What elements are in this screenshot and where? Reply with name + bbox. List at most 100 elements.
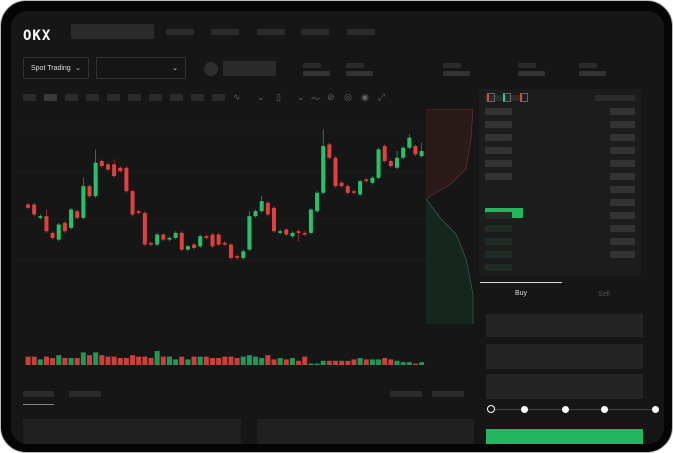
orderbook-price [485, 108, 512, 115]
candle [124, 166, 129, 193]
volume-bar [357, 358, 363, 365]
slider-stop-25[interactable] [521, 406, 528, 413]
tab-buy[interactable]: Buy [514, 290, 528, 297]
volume-bar [351, 359, 357, 365]
candle [81, 177, 86, 220]
tab-open-orders[interactable] [23, 391, 54, 397]
depth-chart [426, 109, 474, 324]
timeframe-button[interactable] [44, 94, 57, 101]
orderbook-price [485, 225, 512, 232]
pair-dropdown[interactable]: ⌄ [96, 57, 186, 79]
tab-order-history[interactable] [69, 391, 101, 397]
orderbook-size [610, 251, 635, 258]
timeframe-button[interactable] [86, 94, 99, 101]
filter-button[interactable] [390, 391, 422, 397]
volume-bar [253, 356, 259, 365]
timeframe-button[interactable] [170, 94, 183, 101]
filter-button[interactable] [432, 391, 464, 397]
stat-value [579, 71, 606, 76]
orderbook-size [610, 199, 635, 206]
candle [382, 144, 387, 163]
percent-slider-track[interactable] [491, 409, 656, 410]
chevron-down-icon[interactable]: ⌄ [297, 92, 305, 102]
candle [56, 222, 61, 242]
indicator-icon[interactable]: ∿ [233, 92, 241, 102]
volume-bar [154, 351, 160, 365]
candle [185, 244, 190, 252]
volume-bar [412, 363, 418, 365]
orderbook-both-icon[interactable] [487, 93, 495, 102]
line-tool-icon[interactable]: 〜 [311, 94, 321, 104]
volume-bar [369, 359, 375, 365]
camera-icon[interactable]: ◎ [344, 92, 352, 102]
tab-sell[interactable]: Sell [598, 291, 610, 298]
fullscreen-icon[interactable]: ⤢ [378, 92, 386, 102]
candle-type-icon[interactable]: ▯ [276, 92, 281, 102]
volume-bar [185, 359, 191, 365]
buy-button[interactable] [486, 429, 643, 444]
nav-item[interactable] [347, 29, 375, 35]
volume-bar [203, 356, 209, 365]
nav-item[interactable] [166, 29, 194, 35]
candle [247, 211, 252, 252]
volume-bar [419, 362, 425, 365]
orderbook-asks-icon[interactable] [520, 93, 528, 102]
nav-item[interactable] [257, 29, 285, 35]
volume-bar [259, 358, 265, 365]
orderbook-price [485, 147, 512, 154]
spot-trading-dropdown[interactable]: Spot Trading ⌄ [23, 57, 89, 79]
candle [339, 181, 344, 188]
volume-bar [105, 356, 111, 365]
orderbook-size [610, 134, 635, 141]
stat-label [518, 63, 536, 68]
candle [204, 234, 209, 240]
timeframe-button[interactable] [107, 94, 120, 101]
candle [62, 221, 67, 233]
orderbook-header [595, 95, 635, 101]
volume-bar [296, 360, 302, 365]
settings-icon[interactable]: ◉ [361, 92, 369, 102]
nav-item[interactable] [301, 29, 329, 35]
chevron-down-icon[interactable]: ⌄ [257, 92, 265, 102]
candlestick-chart[interactable] [16, 111, 436, 371]
candle [345, 184, 350, 195]
app-screen: OKX Spot Trading ⌄ ⌄ Buy Sell ∿ ⌄ ▯ ⌄ 〜 ⊘ ◎ ◉ ⤢ [11, 11, 664, 444]
volume-bar [283, 359, 289, 365]
timeframe-button[interactable] [128, 94, 141, 101]
total-input[interactable] [486, 374, 643, 399]
candle [333, 156, 338, 188]
slider-handle[interactable] [487, 405, 495, 413]
candle [364, 177, 369, 183]
amount-input[interactable] [486, 344, 643, 369]
orderbook-price [485, 173, 512, 180]
slider-stop-100[interactable] [652, 406, 659, 413]
volume-bar [363, 359, 369, 365]
price-input[interactable] [486, 314, 643, 337]
pair-name [223, 61, 276, 76]
search-bar[interactable] [71, 24, 154, 39]
orderbook-size [610, 173, 635, 180]
orderbook-bids-icon[interactable] [503, 93, 511, 102]
timeframe-button[interactable] [191, 94, 204, 101]
volume-bar [314, 363, 320, 365]
volume-bar [123, 358, 129, 365]
chevron-down-icon: ⌄ [172, 65, 178, 72]
volume-bar [111, 356, 117, 365]
orders-card [23, 419, 241, 444]
candle [69, 207, 74, 230]
slider-stop-50[interactable] [562, 406, 569, 413]
slider-stop-75[interactable] [601, 406, 608, 413]
timeframe-button[interactable] [149, 94, 162, 101]
draw-tool-icon[interactable]: ⊘ [327, 92, 335, 102]
nav-item[interactable] [211, 29, 239, 35]
candle [75, 209, 80, 220]
candle [216, 232, 221, 247]
timeframe-button[interactable] [65, 94, 78, 101]
stat-value [346, 71, 373, 76]
volume-bar [216, 358, 222, 365]
timeframe-button[interactable] [23, 94, 36, 101]
timeframe-button[interactable] [212, 94, 225, 101]
candle [142, 211, 147, 247]
candle [272, 206, 276, 233]
